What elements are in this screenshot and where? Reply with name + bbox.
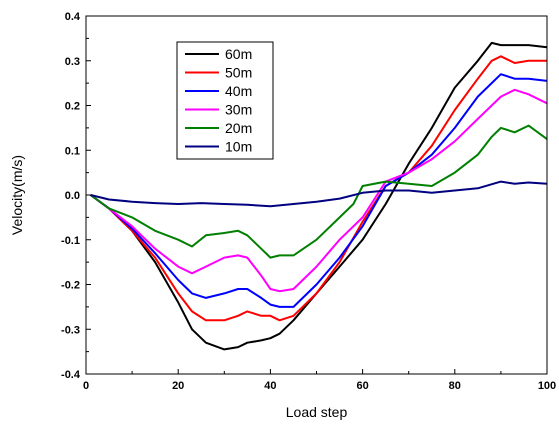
x-tick-label: 100: [538, 380, 556, 392]
x-tick-label: 40: [264, 380, 276, 392]
legend-label-30m: 30m: [225, 102, 252, 118]
x-tick-label: 60: [356, 380, 368, 392]
y-tick-label: -0.2: [61, 280, 80, 292]
x-tick-label: 20: [172, 380, 184, 392]
plot-frame: [85, 15, 548, 375]
y-tick-label: 0.4: [65, 11, 81, 23]
x-axis: 0 20 40 60 80 100: [83, 369, 556, 392]
y-tick-label: 0.3: [65, 56, 80, 68]
series-line-10m: [90, 180, 548, 208]
legend-label-60m: 60m: [225, 46, 252, 62]
legend-box: [176, 41, 274, 160]
legend-label-10m: 10m: [225, 139, 252, 155]
series-line-50m: [90, 55, 547, 322]
x-tick-label: 80: [449, 380, 461, 392]
x-axis-label: Load step: [286, 404, 348, 420]
y-axis-label: Velocity(m/s): [9, 155, 25, 235]
legend: 60m 50m 40m 30m 20m 10m: [176, 41, 274, 160]
y-tick-label: -0.4: [61, 369, 81, 381]
y-tick-label: -0.3: [61, 324, 80, 336]
legend-label-50m: 50m: [225, 65, 252, 81]
y-axis: -0.4 -0.3 -0.2 -0.1 0.0 0.1 0.2 0.3 0.4: [61, 11, 91, 381]
y-tick-label: 0.2: [65, 101, 80, 113]
series-line-30m: [90, 88, 548, 293]
y-tick-label: -0.1: [61, 235, 80, 247]
series-line-20m: [90, 124, 548, 259]
legend-label-20m: 20m: [225, 120, 252, 136]
legend-label-40m: 40m: [225, 83, 252, 99]
series-line-60m: [90, 41, 548, 351]
y-tick-label: 0.1: [65, 145, 80, 157]
series-lines: [90, 41, 548, 351]
y-tick-label: 0.0: [65, 190, 80, 202]
x-tick-label: 0: [83, 380, 89, 392]
series-line-40m: [90, 73, 548, 308]
